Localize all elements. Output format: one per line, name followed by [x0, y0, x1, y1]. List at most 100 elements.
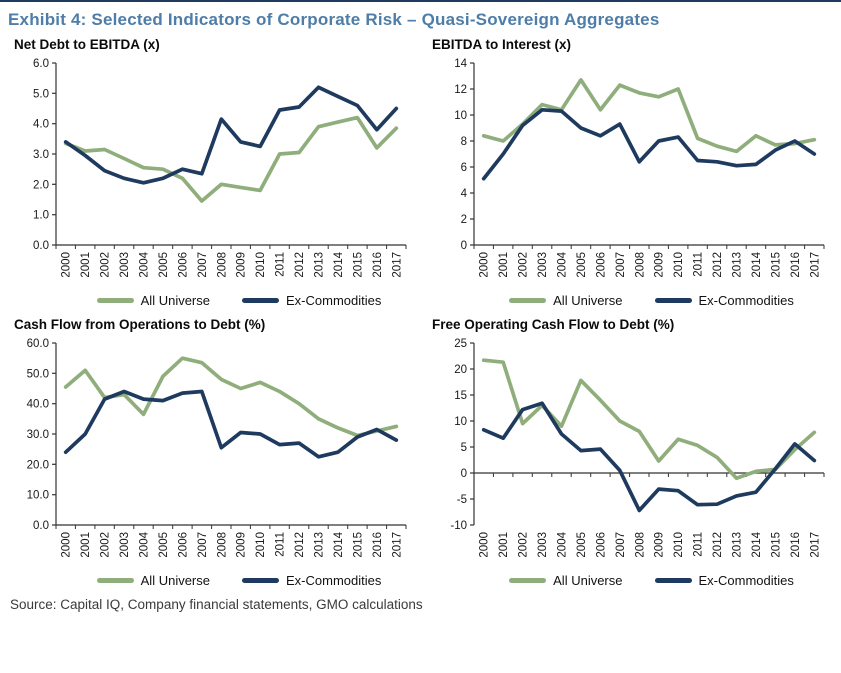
- x-tick-label: 2007: [615, 532, 627, 558]
- series-line-all_universe: [63, 115, 399, 203]
- charts-grid: Net Debt to EBITDA (x) 0.0 1.0 2.0 3.0 4.0 5.…: [8, 37, 833, 588]
- y-tick-label: 50.0: [27, 368, 49, 380]
- y-tick-label: 30.0: [27, 429, 49, 441]
- x-tick-label: 2014: [333, 531, 345, 557]
- series-line-ex_commodities: [63, 389, 399, 459]
- y-tick-label: 14: [454, 58, 467, 70]
- y-tick-label: 25: [454, 338, 467, 350]
- x-tick-label: 2002: [518, 532, 530, 558]
- y-tick-label: 3.0: [33, 149, 49, 161]
- chart-ebitda-to-interest: EBITDA to Interest (x) 0 2 4 6 8 10 12 14 2000 20…: [426, 37, 833, 308]
- y-tick-label: 2: [461, 214, 467, 226]
- x-tick-label: 2005: [158, 252, 170, 278]
- x-tick-label: 2006: [177, 252, 189, 278]
- x-tick-label: 2006: [595, 532, 607, 558]
- x-tick-label: 2007: [197, 252, 209, 278]
- x-tick-label: 2001: [498, 532, 510, 558]
- legend-item-all-universe: All Universe: [96, 573, 210, 588]
- x-tick-label: 2011: [275, 532, 287, 557]
- x-tick-label: 2008: [634, 532, 646, 558]
- legend-label: Ex-Commodities: [698, 293, 794, 308]
- y-tick-label: 40.0: [27, 399, 49, 411]
- legend-swatch-all-universe: [96, 578, 134, 583]
- x-tick-label: 2007: [615, 252, 627, 278]
- x-tick-label: 2008: [216, 532, 228, 558]
- x-tick-label: 2003: [537, 532, 549, 558]
- legend-item-ex-commodities: Ex-Commodities: [242, 293, 381, 308]
- legend-swatch-ex-commodities: [654, 298, 692, 303]
- y-tick-label: 60.0: [27, 338, 49, 350]
- x-tick-label: 2004: [139, 251, 151, 277]
- series-line-ex_commodities: [63, 85, 399, 185]
- x-tick-label: 2001: [498, 252, 510, 278]
- x-tick-label: 2010: [673, 252, 685, 278]
- x-tick-label: 2003: [119, 252, 131, 278]
- y-tick-label: 10: [454, 110, 467, 122]
- x-tick-label: 2016: [790, 532, 802, 558]
- x-tick-label: 2014: [751, 251, 763, 277]
- chart-title: Free Operating Cash Flow to Debt (%): [432, 317, 675, 332]
- chart-legend: All Universe Ex-Commodities: [8, 573, 426, 588]
- y-tick-label: 1.0: [33, 210, 49, 222]
- x-tick-label: 2010: [255, 252, 267, 278]
- y-tick-label: 2.0: [33, 179, 49, 191]
- x-tick-label: 2003: [537, 252, 549, 278]
- x-tick-label: 2000: [61, 252, 73, 278]
- chart-title: Cash Flow from Operations to Debt (%): [14, 317, 266, 332]
- x-tick-label: 2009: [236, 252, 248, 278]
- legend-item-all-universe: All Universe: [509, 573, 623, 588]
- x-tick-label: 2010: [673, 532, 685, 558]
- chart-legend: All Universe Ex-Commodities: [426, 293, 833, 308]
- x-tick-label: 2000: [61, 532, 73, 558]
- legend-label: Ex-Commodities: [698, 573, 794, 588]
- legend-label: All Universe: [553, 573, 623, 588]
- series-line-ex_commodities: [481, 107, 817, 181]
- x-tick-label: 2013: [732, 532, 744, 558]
- chart-net-debt-to-ebitda: Net Debt to EBITDA (x) 0.0 1.0 2.0 3.0 4.0 5.…: [8, 37, 426, 308]
- legend-item-all-universe: All Universe: [96, 293, 210, 308]
- y-tick-label: 0.0: [33, 240, 49, 252]
- x-tick-label: 2009: [654, 532, 666, 558]
- x-tick-label: 2017: [391, 532, 403, 558]
- x-tick-label: 2012: [712, 532, 724, 558]
- chart-svg: 0 2 4 6 8 10 12 14 2000 2001 2002 2003 2004 2005 2006 2…: [454, 58, 825, 278]
- y-tick-label: 0: [461, 468, 467, 480]
- line-chart: 0.0 10.0 20.0 30.0 40.0 50.0 60.0 2000 2001 2002 2…: [8, 333, 426, 573]
- x-tick-label: 2000: [479, 532, 491, 558]
- y-tick-label: 6: [461, 162, 467, 174]
- x-tick-label: 2002: [100, 532, 112, 558]
- y-tick-label: 0.0: [33, 520, 49, 532]
- x-tick-label: 2011: [693, 252, 705, 277]
- x-tick-label: 2013: [732, 252, 744, 278]
- x-tick-label: 2015: [770, 532, 782, 558]
- x-tick-label: 2006: [177, 532, 189, 558]
- source-note: Source: Capital IQ, Company financial st…: [10, 597, 423, 612]
- x-tick-label: 2012: [294, 532, 306, 558]
- x-tick-label: 2015: [352, 252, 364, 278]
- page-title: Exhibit 4: Selected Indicators of Corpor…: [8, 10, 660, 29]
- legend-label: Ex-Commodities: [286, 573, 382, 588]
- x-tick-label: 2002: [100, 252, 112, 278]
- x-tick-label: 2004: [557, 251, 569, 277]
- x-tick-label: 2017: [809, 252, 821, 278]
- legend-label: All Universe: [553, 293, 623, 308]
- chart-legend: All Universe Ex-Commodities: [426, 573, 833, 588]
- legend-item-ex-commodities: Ex-Commodities: [654, 293, 794, 308]
- x-tick-label: 2006: [595, 252, 607, 278]
- x-tick-label: 2000: [479, 252, 491, 278]
- x-tick-label: 2005: [576, 532, 588, 558]
- y-tick-label: -5: [457, 494, 467, 506]
- y-tick-label: -10: [450, 520, 467, 532]
- y-tick-label: 15: [454, 390, 467, 402]
- legend-swatch-ex-commodities: [242, 578, 279, 583]
- x-tick-label: 2008: [216, 252, 228, 278]
- series-line-ex_commodities: [481, 401, 817, 513]
- y-tick-label: 20: [454, 364, 467, 376]
- x-tick-label: 2003: [119, 532, 131, 558]
- legend-swatch-ex-commodities: [654, 578, 692, 583]
- y-tick-label: 10.0: [27, 490, 49, 502]
- y-tick-label: 4.0: [33, 119, 49, 131]
- y-tick-label: 0: [461, 240, 467, 252]
- x-tick-label: 2009: [236, 532, 248, 558]
- x-tick-label: 2004: [139, 531, 151, 557]
